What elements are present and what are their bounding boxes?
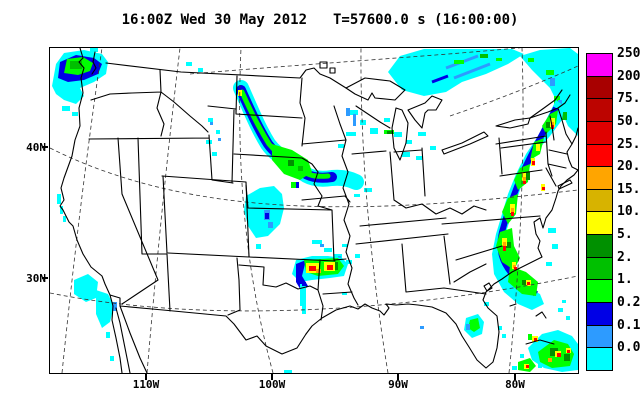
legend-level-label: 2.	[617, 249, 633, 265]
mexico-mainland-coast	[119, 305, 148, 373]
legend-level-label: 25.	[617, 136, 640, 152]
legend-level-label: 200.	[617, 68, 640, 84]
long-island	[557, 179, 573, 190]
legend-level-label: 50.	[617, 113, 640, 129]
x-axis-label-80w: 80W	[505, 378, 525, 391]
x-tick-90w	[397, 374, 399, 380]
lake-okeechobee	[483, 282, 493, 292]
precip-plains-band	[186, 62, 372, 197]
x-tick-100w	[271, 374, 273, 380]
legend-level-label: 10.	[617, 204, 640, 220]
x-tick-110w	[145, 374, 147, 380]
title-timer: T=57600.0 s (16:00:00)	[333, 12, 519, 28]
lake-ontario	[495, 117, 531, 129]
map-outlines	[59, 48, 578, 373]
legend-level-label: 250.	[617, 46, 640, 61]
precip-oklahoma-cells	[292, 240, 360, 314]
legend-color-box	[586, 211, 613, 236]
legend-color-box	[586, 234, 613, 258]
legend-color-box	[586, 166, 613, 190]
lake-superior	[345, 77, 406, 101]
legend-level-label: 75.	[617, 91, 640, 107]
lake-erie	[441, 131, 489, 155]
legend-color-box	[586, 302, 613, 326]
x-axis-label-110w: 110W	[132, 378, 160, 391]
legend-level-label: 20.	[617, 159, 640, 175]
y-tick-40n	[42, 146, 48, 148]
conus-precipitation-map	[50, 48, 578, 373]
legend-level-label: 5.	[617, 227, 633, 243]
y-axis-label-40n: 40N	[26, 141, 46, 154]
legend-color-box	[586, 53, 613, 77]
legend-color-box	[586, 143, 613, 168]
x-axis-label-90w: 90W	[388, 378, 408, 391]
puget-sound	[91, 51, 97, 75]
color-scale-legend: 250. 200. 75. 50. 25. 20. 15. 10. 5. 2. 1. 0.25 0.10…	[586, 46, 640, 371]
pacific-coastline	[59, 48, 123, 373]
map-plot-area	[49, 47, 579, 374]
baja-gulf	[115, 307, 131, 373]
y-tick-30n	[42, 277, 48, 279]
legend-color-box	[586, 347, 613, 371]
legend-level-label: 0.01	[617, 340, 640, 356]
northeast-borders	[495, 94, 573, 187]
legend-level-label: 0.25	[617, 295, 640, 311]
x-tick-80w	[514, 374, 516, 380]
legend-level-label: 15.	[617, 181, 640, 197]
mn-lakes	[319, 61, 336, 74]
bahamas-islands	[509, 303, 555, 345]
plot-title: 16:00Z Wed 30 May 2012 T=57600.0 s (16:00…	[0, 12, 640, 28]
legend-color-box	[586, 256, 613, 281]
central-state-lines	[227, 105, 359, 321]
title-datetime: 16:00Z Wed 30 May 2012	[121, 12, 307, 28]
legend-color-box	[586, 75, 613, 100]
legend-level-label: 0.10	[617, 317, 640, 333]
legend-level-label: 1.	[617, 272, 633, 288]
precip-great-lakes-field	[338, 49, 524, 160]
legend-color-box	[586, 279, 613, 304]
st-lawrence	[529, 89, 563, 119]
us-mexico-border	[109, 294, 307, 355]
legend-color-box	[586, 98, 613, 122]
precip-california-coast	[57, 194, 66, 222]
precip-socal	[74, 274, 117, 361]
legend-color-box	[586, 120, 613, 145]
y-axis-label-30n: 30N	[26, 272, 46, 285]
east-state-lines	[351, 105, 541, 295]
lake-huron	[407, 95, 443, 129]
us-canada-border	[105, 62, 347, 89]
gulf-atlantic-coastline	[305, 127, 578, 369]
x-axis-label-100w: 100W	[258, 378, 286, 391]
west-state-lines	[88, 69, 319, 312]
legend-color-box	[586, 188, 613, 213]
graticule	[50, 48, 578, 373]
legend-color-box	[586, 324, 613, 349]
precip-colorado	[244, 182, 299, 249]
